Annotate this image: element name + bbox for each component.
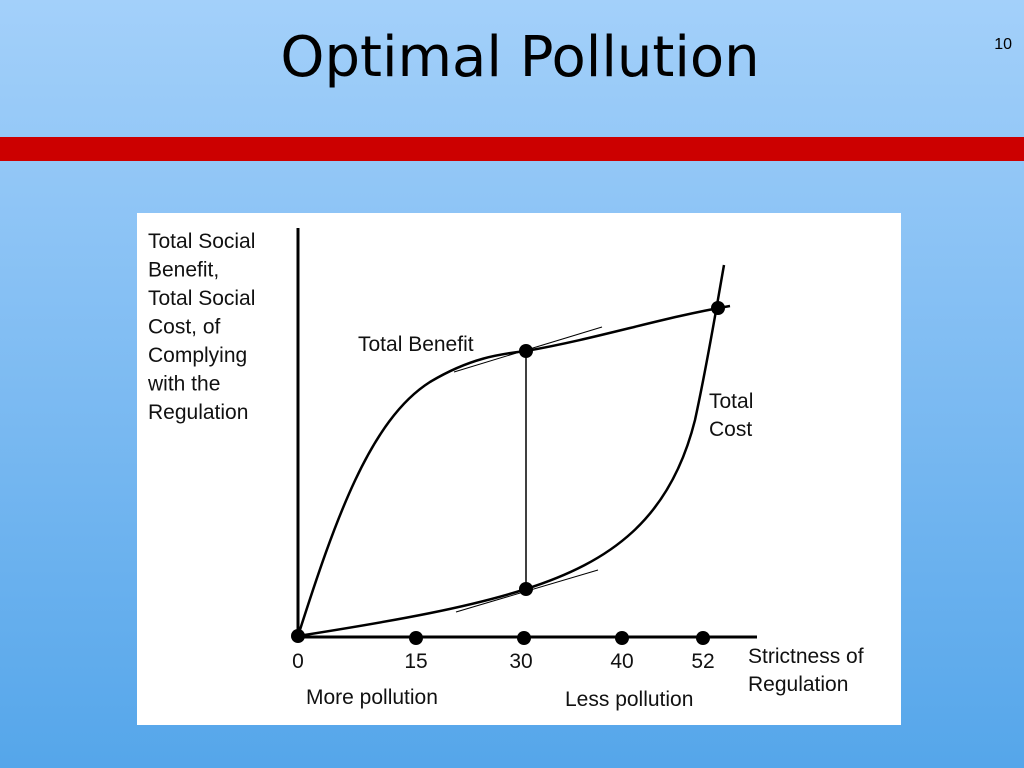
point	[519, 582, 533, 596]
point	[615, 631, 629, 645]
y-axis-label: Regulation	[148, 401, 248, 424]
point	[696, 631, 710, 645]
curve-label: Cost	[709, 418, 752, 441]
x-tick-label: 52	[691, 650, 714, 673]
cost-curve	[297, 264, 726, 638]
point	[519, 344, 533, 358]
page-number: 10	[994, 36, 1012, 53]
y-axis-label: Benefit,	[148, 259, 219, 282]
note: More pollution	[306, 686, 438, 709]
y-axis-label: Cost, of	[148, 316, 221, 339]
points	[291, 301, 725, 645]
y-axis-label: with the	[147, 373, 220, 396]
x-axis-label: Regulation	[748, 673, 848, 696]
x-tick-label: 0	[292, 650, 304, 673]
x-tick-label: 40	[610, 650, 633, 673]
curve-label: Total	[709, 390, 753, 413]
x-axis-label: Strictness of	[748, 645, 864, 668]
x-tick-label: 15	[404, 650, 427, 673]
curve-label: Total Benefit	[358, 333, 474, 356]
benefit-curve	[296, 304, 731, 637]
point	[517, 631, 531, 645]
red-band	[0, 137, 1024, 161]
point	[409, 631, 423, 645]
y-axis-label: Total Social	[148, 287, 255, 310]
point	[291, 629, 305, 643]
slide-title: Optimal Pollution	[280, 25, 760, 90]
y-axis-label: Complying	[148, 344, 247, 367]
note: Less pollution	[565, 688, 693, 711]
y-axis-label: Total Social	[148, 230, 255, 253]
point	[711, 301, 725, 315]
x-tick-label: 30	[509, 650, 532, 673]
